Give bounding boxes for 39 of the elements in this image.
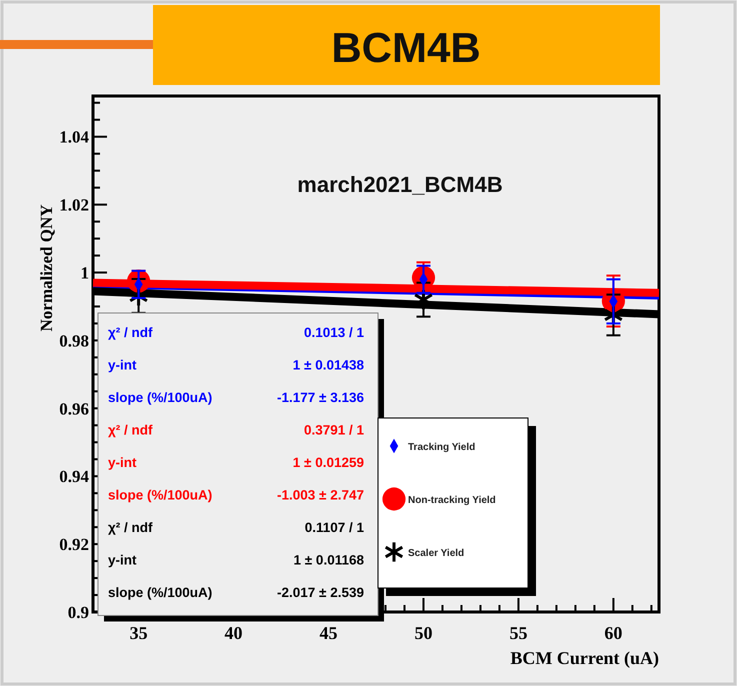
annotation: 0.1107 / 1 xyxy=(304,520,364,535)
y-tick-label: 0.92 xyxy=(59,535,89,554)
annotation: y-int xyxy=(108,455,137,470)
x-axis-title: BCM Current (uA) xyxy=(510,648,659,668)
y-tick-label: 0.9 xyxy=(68,603,89,622)
annotation: χ² / ndf xyxy=(108,325,154,340)
annotation: y-int xyxy=(108,552,137,568)
annotation: χ² / ndf xyxy=(108,520,154,535)
annotation: slope (%/100uA) xyxy=(108,390,212,405)
annotation: 1 ± 0.01259 xyxy=(292,455,364,470)
x-tick-label: 55 xyxy=(509,623,528,643)
annotation: 0.3791 / 1 xyxy=(304,422,364,438)
annotation: slope (%/100uA) xyxy=(108,585,212,600)
y-tick-label: 1.02 xyxy=(59,196,89,215)
annotation: 1 ± 0.01438 xyxy=(292,358,364,372)
x-tick-label: 35 xyxy=(130,623,148,643)
chart-title: BCM4B xyxy=(331,24,481,71)
y-tick-label: 0.96 xyxy=(59,399,89,418)
annotation: -1.003 ± 2.747 xyxy=(277,488,364,502)
y-tick-label: 1 xyxy=(80,264,89,283)
legend-label: Scaler Yield xyxy=(408,548,464,559)
legend-label: Tracking Yield xyxy=(408,442,476,453)
y-tick-label: 0.98 xyxy=(59,331,89,350)
annotation: -2.017 ± 2.539 xyxy=(277,585,364,600)
annotation: slope (%/100uA) xyxy=(108,488,212,502)
x-tick-label: 40 xyxy=(224,623,243,643)
y-tick-label: 0.94 xyxy=(59,467,90,486)
y-axis-title: Normalized QNY xyxy=(37,204,56,332)
legend-label: Non-tracking Yield xyxy=(408,495,496,506)
x-tick-label: 45 xyxy=(320,623,338,643)
x-tick-label: 60 xyxy=(604,623,622,643)
y-tick-label: 1.04 xyxy=(59,128,90,147)
annotation: y-int xyxy=(108,358,137,372)
annotation: -1.177 ± 3.136 xyxy=(277,390,364,405)
text: march2021_BCM4B xyxy=(297,172,503,197)
annotation: 1 ± 0.01168 xyxy=(294,552,364,568)
x-tick-label: 50 xyxy=(414,623,432,643)
annotation: χ² / ndf xyxy=(108,422,154,438)
annotation: 0.1013 / 1 xyxy=(304,325,364,340)
